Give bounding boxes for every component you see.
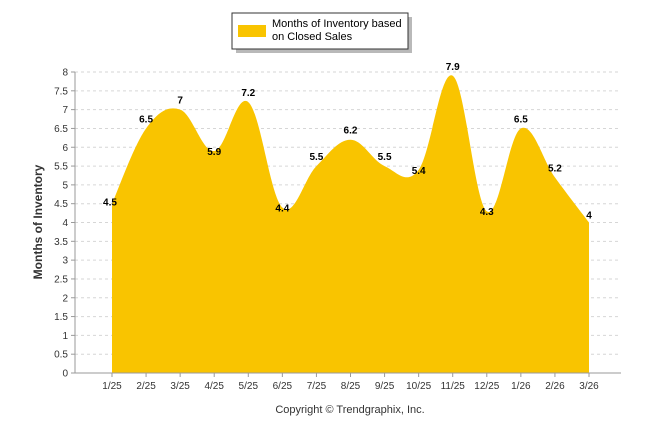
y-tick-label: 3 — [62, 256, 68, 267]
x-tick-label: 1/26 — [511, 381, 531, 392]
x-tick-label: 2/25 — [136, 381, 156, 392]
y-tick-label: 4.5 — [54, 199, 68, 210]
data-label: 5.9 — [207, 147, 221, 158]
x-tick-label: 6/25 — [273, 381, 293, 392]
legend-swatch — [238, 25, 266, 37]
x-tick-label: 10/25 — [406, 381, 431, 392]
y-tick-labels: 0 0.5 1 1.5 2 2.5 3 3.5 4 4.5 5 5.5 6 6.5 7 7.5 8 — [54, 68, 75, 380]
data-label: 7 — [177, 96, 183, 107]
y-tick-label: 5.5 — [54, 162, 68, 173]
y-tick-label: 7 — [62, 105, 68, 116]
x-tick-labels: 1/25 2/25 3/25 4/25 5/25 6/25 7/25 8/25 9/25 10/2… — [102, 373, 599, 392]
y-tick-label: 3.5 — [54, 237, 68, 248]
legend[interactable]: Months of Inventory based on Closed Sale… — [231, 12, 412, 53]
y-tick-label: 6.5 — [54, 124, 68, 135]
copyright-text: Copyright © Trendgraphix, Inc. — [275, 404, 424, 416]
y-tick-label: 7.5 — [54, 86, 68, 97]
data-label: 7.2 — [241, 88, 255, 99]
y-tick-label: 5 — [62, 180, 68, 191]
data-labels: 4.5 6.5 7 5.9 7.2 4.4 5.5 6.2 5.5 5.4 7.9 4.3 6.5 5.2… — [103, 62, 592, 222]
x-tick-label: 4/25 — [204, 381, 224, 392]
x-tick-label: 5/25 — [239, 381, 259, 392]
y-tick-label: 0.5 — [54, 350, 68, 361]
data-label: 4 — [586, 211, 592, 222]
x-tick-label: 1/25 — [102, 381, 122, 392]
x-tick-label: 3/25 — [170, 381, 190, 392]
series-area — [112, 75, 589, 374]
data-label: 6.5 — [514, 114, 528, 125]
data-label: 5.5 — [309, 152, 323, 163]
data-label: 5.2 — [548, 163, 562, 174]
y-tick-label: 2.5 — [54, 274, 68, 285]
y-tick-label: 2 — [62, 293, 68, 304]
data-label: 5.4 — [412, 166, 426, 177]
y-tick-label: 1.5 — [54, 312, 68, 323]
data-label: 7.9 — [446, 62, 460, 73]
y-tick-label: 0 — [62, 369, 68, 380]
x-tick-label: 9/25 — [375, 381, 395, 392]
data-label: 6.5 — [139, 114, 153, 125]
legend-label-line1: Months of Inventory based — [272, 18, 402, 30]
data-label: 6.2 — [344, 126, 358, 137]
y-tick-label: 8 — [62, 68, 68, 79]
data-label: 4.5 — [103, 198, 117, 209]
x-tick-label: 7/25 — [307, 381, 327, 392]
y-tick-label: 4 — [62, 218, 68, 229]
data-label: 4.4 — [275, 203, 289, 214]
y-tick-label: 1 — [62, 331, 68, 342]
x-tick-label: 2/26 — [545, 381, 565, 392]
data-label: 5.5 — [378, 152, 392, 163]
y-axis-title: Months of Inventory — [31, 164, 45, 279]
x-tick-label: 12/25 — [474, 381, 499, 392]
x-tick-label: 11/25 — [441, 381, 466, 392]
series-area-fill — [112, 75, 589, 374]
x-tick-label: 3/26 — [579, 381, 599, 392]
data-label: 4.3 — [480, 207, 494, 218]
y-tick-label: 6 — [62, 143, 68, 154]
x-tick-label: 8/25 — [341, 381, 361, 392]
legend-label-line2: on Closed Sales — [272, 31, 353, 43]
